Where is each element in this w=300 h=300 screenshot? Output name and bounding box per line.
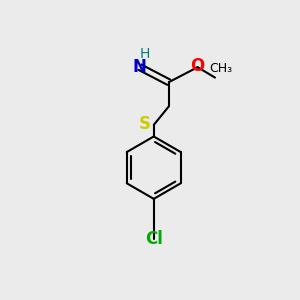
Text: CH₃: CH₃ [209, 62, 232, 75]
Text: Cl: Cl [145, 230, 163, 248]
Text: H: H [139, 47, 150, 61]
Text: S: S [139, 115, 151, 133]
Text: O: O [190, 57, 205, 75]
Text: N: N [133, 58, 147, 76]
